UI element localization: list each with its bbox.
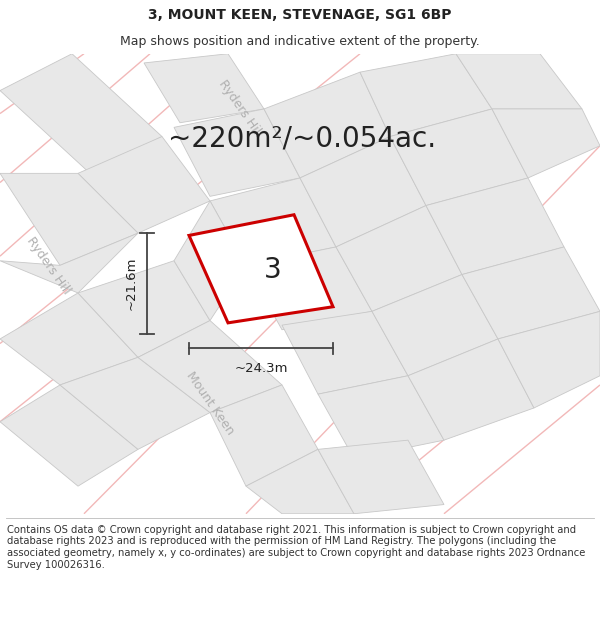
Text: Mount Keen: Mount Keen bbox=[184, 369, 236, 438]
Polygon shape bbox=[300, 136, 426, 247]
Polygon shape bbox=[246, 247, 372, 330]
Text: Ryders Hill: Ryders Hill bbox=[23, 234, 73, 296]
Polygon shape bbox=[0, 293, 138, 385]
Polygon shape bbox=[426, 178, 564, 274]
Polygon shape bbox=[408, 339, 534, 440]
Text: ~24.3m: ~24.3m bbox=[234, 362, 288, 375]
Polygon shape bbox=[78, 261, 210, 358]
Polygon shape bbox=[0, 173, 138, 266]
Text: 3, MOUNT KEEN, STEVENAGE, SG1 6BP: 3, MOUNT KEEN, STEVENAGE, SG1 6BP bbox=[148, 8, 452, 22]
Polygon shape bbox=[336, 206, 462, 311]
Polygon shape bbox=[318, 376, 444, 459]
Polygon shape bbox=[498, 311, 600, 408]
Polygon shape bbox=[0, 233, 138, 293]
Polygon shape bbox=[360, 54, 492, 136]
Polygon shape bbox=[456, 54, 582, 109]
Polygon shape bbox=[246, 449, 354, 514]
Polygon shape bbox=[174, 201, 246, 321]
Polygon shape bbox=[492, 109, 600, 178]
Polygon shape bbox=[78, 136, 210, 233]
Polygon shape bbox=[210, 178, 336, 266]
Polygon shape bbox=[0, 54, 162, 173]
Polygon shape bbox=[0, 385, 138, 486]
Text: ~21.6m: ~21.6m bbox=[125, 257, 138, 311]
Polygon shape bbox=[282, 311, 408, 394]
Polygon shape bbox=[462, 247, 600, 339]
Polygon shape bbox=[372, 274, 498, 376]
Polygon shape bbox=[390, 109, 528, 206]
Text: 3: 3 bbox=[264, 256, 282, 284]
Polygon shape bbox=[60, 357, 210, 449]
Polygon shape bbox=[318, 440, 444, 514]
Text: Ryders Hill: Ryders Hill bbox=[215, 78, 265, 140]
Text: Map shows position and indicative extent of the property.: Map shows position and indicative extent… bbox=[120, 36, 480, 48]
Text: ~220m²/~0.054ac.: ~220m²/~0.054ac. bbox=[168, 125, 436, 153]
Polygon shape bbox=[264, 72, 390, 178]
Polygon shape bbox=[138, 321, 282, 412]
Polygon shape bbox=[210, 385, 318, 486]
Polygon shape bbox=[189, 215, 333, 323]
Text: Contains OS data © Crown copyright and database right 2021. This information is : Contains OS data © Crown copyright and d… bbox=[7, 525, 586, 569]
Polygon shape bbox=[144, 54, 264, 122]
Polygon shape bbox=[174, 109, 300, 196]
